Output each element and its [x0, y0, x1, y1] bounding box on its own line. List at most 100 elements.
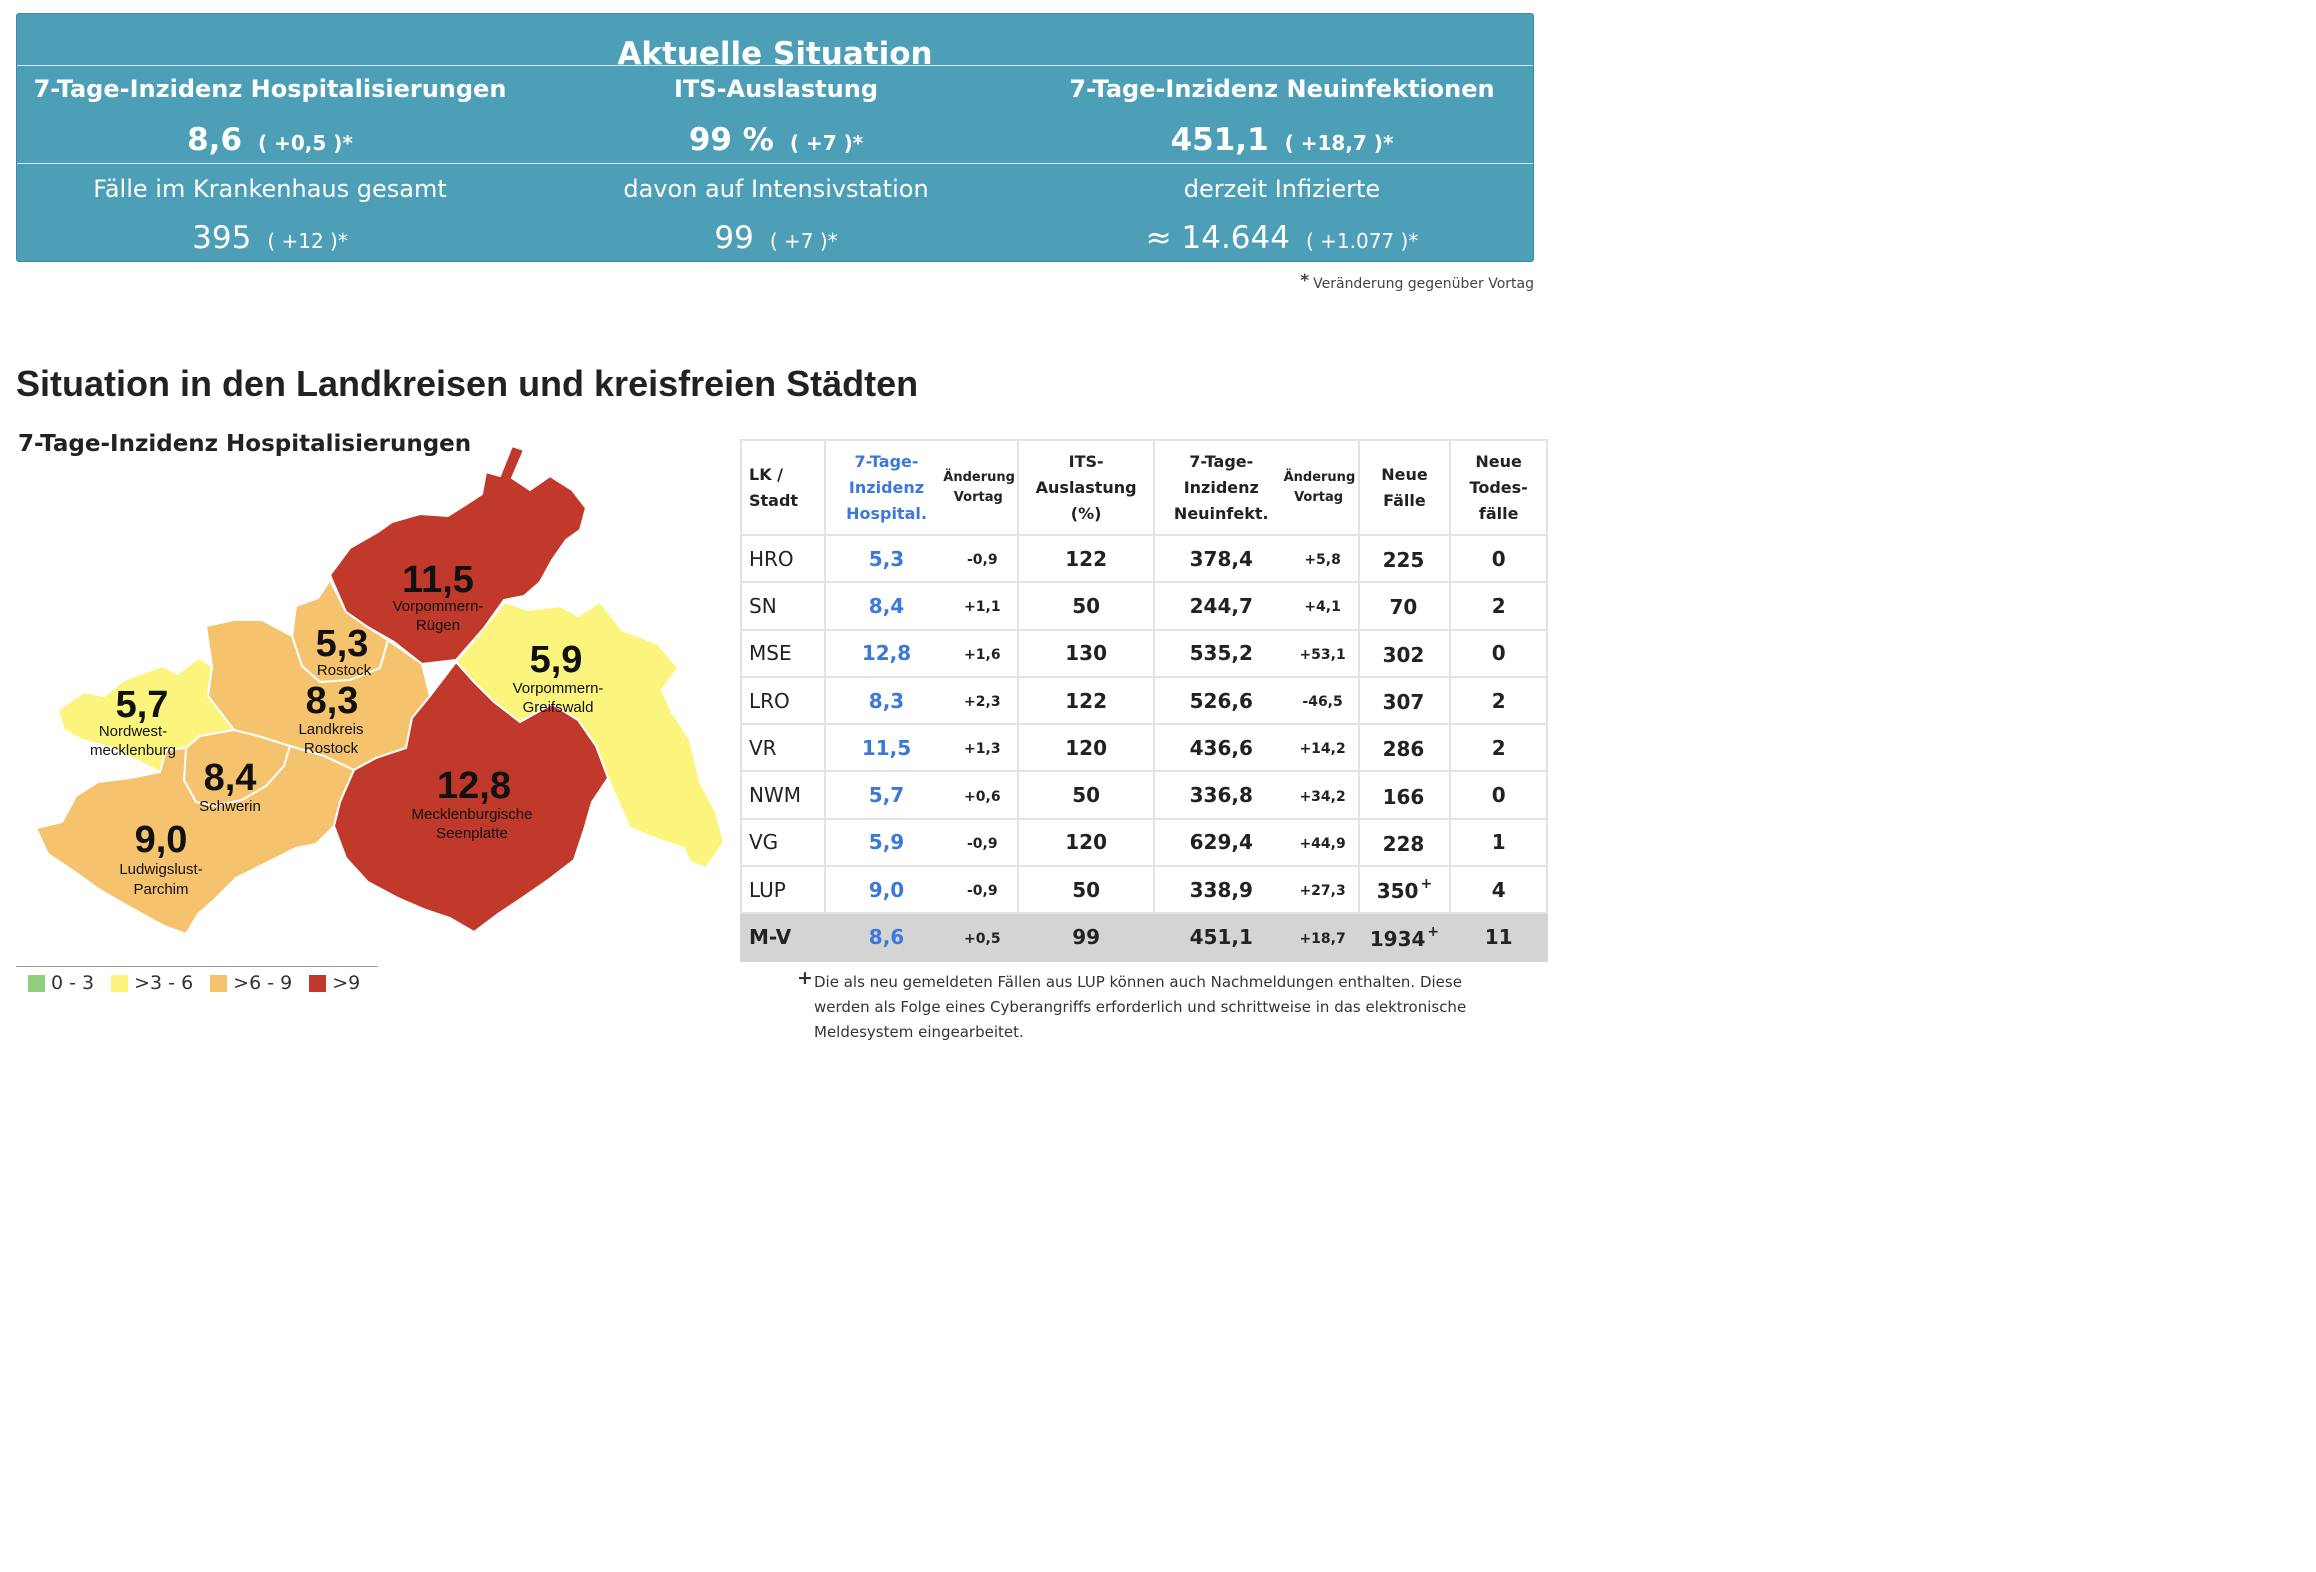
header-text: Hospital.	[846, 503, 927, 523]
legend-label: 0 - 3	[51, 972, 95, 994]
cell-hosp: 8,3 +2,3	[823, 675, 1020, 726]
cell-neuinf-change: +4,1	[1304, 599, 1341, 616]
cell-hosp-value: 5,7	[868, 783, 905, 808]
cell-its: 130	[1017, 628, 1155, 678]
cell-hosp-change: -0,9	[966, 835, 998, 852]
sub-icu-label: davon auf Intensivstation	[623, 175, 929, 203]
cell-neuinf-change: +44,9	[1299, 835, 1346, 852]
table-row: LRO 8,3 +2,3 122 526,6 -46,5 307 2	[740, 675, 1548, 726]
legend-item: >3 - 6	[111, 972, 193, 994]
panel-title: Aktuelle Situation	[617, 36, 933, 72]
header-tote[interactable]: Neue Todes-fälle	[1449, 439, 1548, 536]
header-text: 7-Tage-	[854, 451, 919, 471]
cell-its: 50	[1017, 770, 1155, 820]
cell-lk: M-V	[740, 912, 826, 962]
section-title: Situation in den Landkreisen und kreisfr…	[16, 363, 919, 404]
region-name-mecklenburgische-seenplatte: Mecklenburgische	[412, 806, 533, 823]
region-name-vorpommern-ruegen: Rügen	[416, 617, 460, 634]
header-text: Neuinfekt.	[1173, 503, 1269, 523]
header-its[interactable]: ITS- Auslastung (%)	[1017, 439, 1155, 536]
sub-hospital-value: 395	[192, 220, 252, 256]
region-name-schwerin: Schwerin	[199, 798, 261, 815]
cell-hosp-change: -0,9	[966, 883, 998, 900]
kpi-hosp: 8,6 ( +0,5 )*	[17, 122, 523, 158]
legend-label: >9	[332, 972, 361, 994]
header-text: Vortag	[1294, 489, 1344, 505]
cell-hosp-value: 5,9	[868, 830, 905, 855]
region-name-mecklenburgische-seenplatte: Seenplatte	[436, 825, 508, 842]
cell-hosp-change: +0,5	[964, 930, 1001, 947]
cell-faelle-value: 302	[1382, 642, 1425, 667]
region-map-svg: 11,5 Vorpommern- Rügen 5,3 Rostock 8,3 L…	[34, 444, 726, 936]
sub-infected-label: derzeit Infizierte	[1183, 175, 1381, 203]
cell-tote: 11	[1449, 912, 1548, 962]
table-row: VG 5,9 -0,9 120 629,4 +44,9 228 1	[740, 817, 1548, 868]
region-map: 11,5 Vorpommern- Rügen 5,3 Rostock 8,3 L…	[0, 430, 740, 950]
cell-hosp-change: +0,6	[964, 788, 1001, 805]
cell-hosp-value: 8,6	[868, 925, 905, 950]
kpi-its-label: ITS-Auslastung	[673, 75, 879, 103]
cell-lk: LUP	[740, 865, 826, 915]
region-shape-vorpommern-ruegen[interactable]	[328, 444, 588, 666]
header-neuinf[interactable]: 7-Tage- Inzidenz Neuinfekt. Änderung Vortag	[1152, 439, 1360, 536]
region-value-ludwigslust-parchim: 9,0	[135, 819, 188, 861]
header-lk[interactable]: LK / Stadt	[740, 439, 826, 536]
cell-its: 50	[1017, 865, 1155, 915]
region-value-rostock: 5,3	[316, 623, 369, 665]
map-title: 7-Tage-Inzidenz Hospitalisierungen	[18, 431, 472, 457]
sub-hospital-delta: ( +12 )*	[267, 229, 348, 253]
plus-mark: +	[1420, 876, 1433, 893]
cell-hosp-value: 12,8	[861, 641, 912, 666]
current-situation-panel: Aktuelle Situation 7-Tage-Inzidenz Hospi…	[16, 13, 1534, 262]
header-text: Todes-	[1469, 477, 1528, 497]
district-table: LK / Stadt 7-Tage- Inzidenz Hospital. Änder…	[740, 439, 1548, 962]
region-name-vorpommern-ruegen: Vorpommern-	[393, 598, 484, 615]
cell-faelle-value: 166	[1382, 784, 1425, 809]
region-value-vorpommern-greifswald: 5,9	[530, 639, 583, 681]
cell-its: 50	[1017, 581, 1155, 631]
header-hosp[interactable]: 7-Tage- Inzidenz Hospital. Änderung Vortag	[823, 439, 1020, 536]
table-row: MSE 12,8 +1,6 130 535,2 +53,1 302 0	[740, 628, 1548, 678]
panel-footnote-text: Veränderung gegenüber Vortag	[1313, 276, 1534, 292]
cell-faelle: 286	[1357, 723, 1452, 773]
cell-its: 122	[1017, 533, 1155, 584]
cell-neuinf-change: +27,3	[1299, 883, 1346, 900]
cell-its: 120	[1017, 817, 1155, 868]
cell-tote: 2	[1449, 723, 1548, 773]
cell-faelle-value: 286	[1382, 737, 1425, 762]
cell-faelle: 1934 +	[1357, 912, 1452, 962]
cell-neuinf: 451,1 +18,7	[1152, 912, 1360, 962]
sub-icu: 99 ( +7 )*	[523, 220, 1029, 256]
cell-neuinf-value: 526,6	[1189, 688, 1253, 713]
region-shape-ludwigslust-parchim[interactable]	[34, 744, 356, 936]
region-value-nordwestmecklenburg: 5,7	[116, 684, 169, 726]
header-hosp-label: 7-Tage- Inzidenz Hospital.	[830, 449, 944, 527]
cell-lk: MSE	[740, 628, 826, 678]
map-legend: 0 - 3 >3 - 6 >6 - 9 >9	[28, 972, 377, 994]
cell-tote: 2	[1449, 675, 1548, 726]
cell-hosp-change: +1,6	[964, 646, 1001, 663]
cell-tote: 0	[1449, 533, 1548, 584]
table-row: VR 11,5 +1,3 120 436,6 +14,2 286 2	[740, 723, 1548, 773]
table-total-row: M-V 8,6 +0,5 99 451,1 +18,7 1934 + 11	[740, 912, 1548, 962]
cell-hosp: 8,4 +1,1	[823, 581, 1020, 631]
sub-hospital: 395 ( +12 )*	[17, 220, 523, 256]
kpi-neuinf-value: 451,1	[1170, 122, 1269, 158]
cell-neuinf-change: +14,2	[1299, 741, 1346, 758]
region-name-vorpommern-greifswald: Vorpommern-	[513, 680, 604, 697]
header-neuinf-change: Änderung Vortag	[1284, 468, 1356, 508]
region-shape-mecklenburgische-seenplatte[interactable]	[332, 660, 610, 934]
cell-neuinf: 535,2 +53,1	[1152, 628, 1360, 678]
cell-tote: 2	[1449, 581, 1548, 631]
table-row: HRO 5,3 -0,9 122 378,4 +5,8 225 0	[740, 533, 1548, 584]
legend-swatch	[210, 974, 228, 992]
table-footnote-text: Die als neu gemeldeten Fällen aus LUP kö…	[814, 973, 1467, 1041]
table-row: NWM 5,7 +0,6 50 336,8 +34,2 166 0	[740, 770, 1548, 820]
cell-hosp-change: -0,9	[966, 552, 998, 569]
kpi-hosp-delta: ( +0,5 )*	[258, 131, 353, 155]
panel-divider	[17, 163, 1533, 164]
cell-neuinf-value: 378,4	[1189, 546, 1253, 571]
legend-item: 0 - 3	[28, 972, 94, 994]
cell-faelle-value: 1934	[1369, 926, 1426, 951]
header-faelle[interactable]: Neue Fälle	[1357, 439, 1452, 536]
